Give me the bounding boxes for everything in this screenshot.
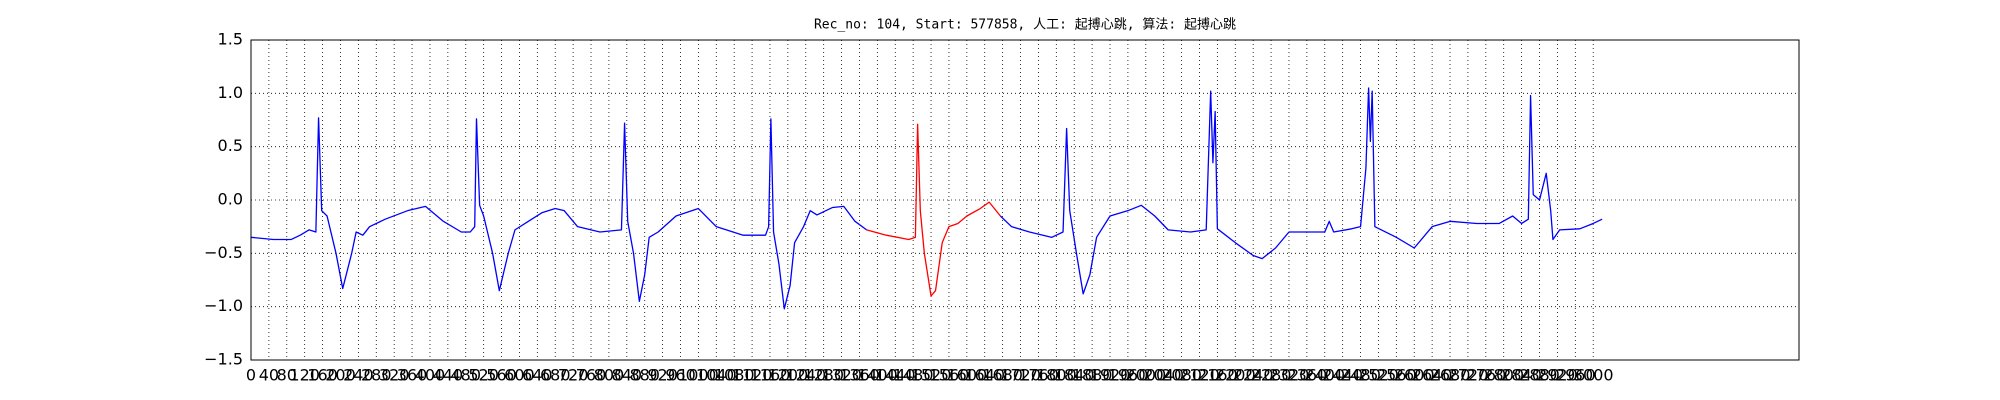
x-tick-label: 2240	[1233, 366, 1274, 385]
x-tick-label: 2040	[1143, 366, 1184, 385]
x-tick-label: 920	[647, 366, 678, 385]
x-tick-label: 2520	[1358, 366, 1399, 385]
x-tick-label: 1160	[750, 366, 791, 385]
x-tick-label: 1400	[857, 366, 898, 385]
x-tick-label: 1200	[768, 366, 809, 385]
x-tick-label: 560	[486, 366, 517, 385]
x-tick-label: 200	[325, 366, 356, 385]
x-tick-label: 1000	[678, 366, 719, 385]
x-tick-label: 160	[307, 366, 338, 385]
x-tick-label: 2960	[1555, 366, 1596, 385]
x-tick-label: 360	[397, 366, 428, 385]
x-tick-label: 1920	[1090, 366, 1131, 385]
x-tick-label: 1680	[982, 366, 1023, 385]
x-tick-label: 960	[665, 366, 696, 385]
x-tick-label: 880	[629, 366, 660, 385]
x-tick-label: 2160	[1197, 366, 1238, 385]
x-tick-label: 2200	[1215, 366, 1256, 385]
x-tick-label: 840	[612, 366, 643, 385]
x-tick-label: 520	[468, 366, 499, 385]
x-tick-label: 2440	[1322, 366, 1363, 385]
x-tick-label: 1560	[929, 366, 970, 385]
x-tick-label: 240	[343, 366, 374, 385]
x-tick-label: 1320	[821, 366, 862, 385]
x-tick-label: 1600	[946, 366, 987, 385]
x-tick-label: 1360	[839, 366, 880, 385]
x-tick-label: 1880	[1072, 366, 1113, 385]
ecg-line	[866, 123, 1001, 297]
x-tick-label: 280	[361, 366, 392, 385]
x-tick-label: 2840	[1501, 366, 1542, 385]
x-tick-label: 480	[450, 366, 481, 385]
plot-frame	[250, 39, 1800, 361]
x-tick-label: 2080	[1161, 366, 1202, 385]
x-tick-label: 2720	[1448, 366, 1489, 385]
x-tick-label: 80	[277, 366, 297, 385]
x-tick-label: 2800	[1483, 366, 1524, 385]
x-tick-label: 2760	[1465, 366, 1506, 385]
x-tick-label: 2560	[1376, 366, 1417, 385]
x-tick-label: 2280	[1251, 366, 1292, 385]
x-tick-label: 120	[289, 366, 320, 385]
x-tick-label: 1720	[1000, 366, 1041, 385]
x-tick-label: 1120	[732, 366, 773, 385]
x-tick-label: 1800	[1036, 366, 1077, 385]
ecg-line	[999, 87, 1603, 295]
x-tick-label: 2120	[1179, 366, 1220, 385]
x-tick-label: 1440	[875, 366, 916, 385]
x-tick-label: 1040	[696, 366, 737, 385]
x-tick-label: 2880	[1519, 366, 1560, 385]
ecg-line	[250, 117, 868, 310]
x-tick-label: 1960	[1108, 366, 1149, 385]
x-tick-label: 2640	[1412, 366, 1453, 385]
x-tick-label: 1840	[1054, 366, 1095, 385]
y-tick-label: 1.0	[218, 83, 243, 102]
y-tick-label: −0.5	[204, 243, 243, 262]
x-tick-label: 1080	[714, 366, 755, 385]
x-tick-label: 760	[576, 366, 607, 385]
y-tick-label: 0.5	[218, 136, 243, 155]
x-tick-label: 2680	[1430, 366, 1471, 385]
x-tick-label: 800	[594, 366, 625, 385]
x-tick-label: 440	[433, 366, 464, 385]
x-tick-label: 1760	[1018, 366, 1059, 385]
x-tick-label: 600	[504, 366, 535, 385]
x-tick-label: 320	[379, 366, 410, 385]
x-tick-label: 2480	[1340, 366, 1381, 385]
x-tick-label: 2400	[1304, 366, 1345, 385]
y-tick-label: −1.5	[204, 350, 243, 369]
x-tick-label: 3000	[1573, 366, 1614, 385]
x-tick-label: 2320	[1269, 366, 1310, 385]
y-tick-label: −1.0	[204, 296, 243, 315]
x-tick-label: 640	[522, 366, 553, 385]
x-tick-label: 2600	[1394, 366, 1435, 385]
x-tick-label: 680	[540, 366, 571, 385]
x-tick-label: 1640	[964, 366, 1005, 385]
x-tick-label: 720	[558, 366, 589, 385]
x-tick-label: 2920	[1537, 366, 1578, 385]
x-tick-label: 1280	[803, 366, 844, 385]
x-tick-label: 400	[415, 366, 446, 385]
x-tick-label: 1520	[911, 366, 952, 385]
y-tick-label: 0.0	[218, 190, 243, 209]
x-tick-label: 0	[246, 366, 256, 385]
x-tick-label: 1480	[893, 366, 934, 385]
x-tick-label: 1240	[785, 366, 826, 385]
x-tick-label: 2360	[1287, 366, 1328, 385]
chart-title: Rec_no: 104, Start: 577858, 人工: 起搏心跳, 算法…	[814, 17, 1236, 33]
y-tick-label: 1.5	[218, 30, 243, 49]
x-tick-label: 2000	[1125, 366, 1166, 385]
x-tick-label: 40	[259, 366, 279, 385]
